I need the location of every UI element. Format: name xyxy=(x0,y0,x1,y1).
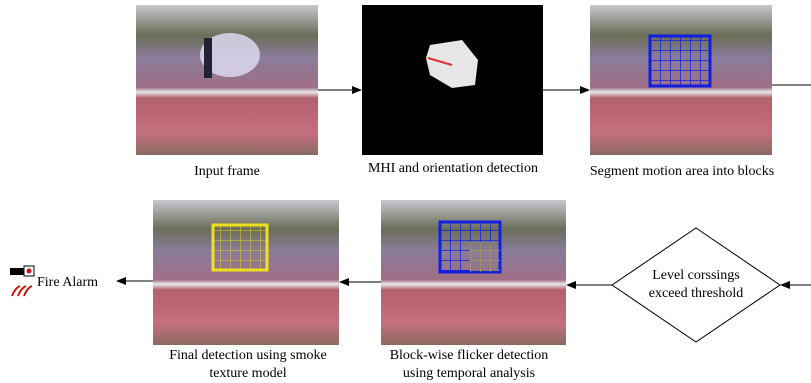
decision-label: exceed threshold xyxy=(649,286,743,301)
flicker-image xyxy=(381,200,566,345)
caption: Final detection using smoke xyxy=(169,348,326,363)
caption: Segment motion area into blocks xyxy=(590,164,774,179)
caption: Block-wise flicker detection xyxy=(390,348,549,363)
decision-diamond xyxy=(612,228,780,342)
caption: Input frame xyxy=(194,164,260,179)
final-image xyxy=(153,200,339,345)
mhi-image xyxy=(362,5,543,155)
caption: using temporal analysis xyxy=(403,366,535,381)
caption: texture model xyxy=(209,366,286,381)
decision-label: Level corssings xyxy=(652,268,739,283)
diagram: Input frame MHI and orientation detectio… xyxy=(0,0,811,383)
segment-image xyxy=(590,5,772,155)
output-label: Fire Alarm xyxy=(37,275,98,290)
input-frame-image xyxy=(136,5,318,155)
fire-alarm-icon xyxy=(10,266,34,296)
caption: MHI and orientation detection xyxy=(368,161,538,176)
